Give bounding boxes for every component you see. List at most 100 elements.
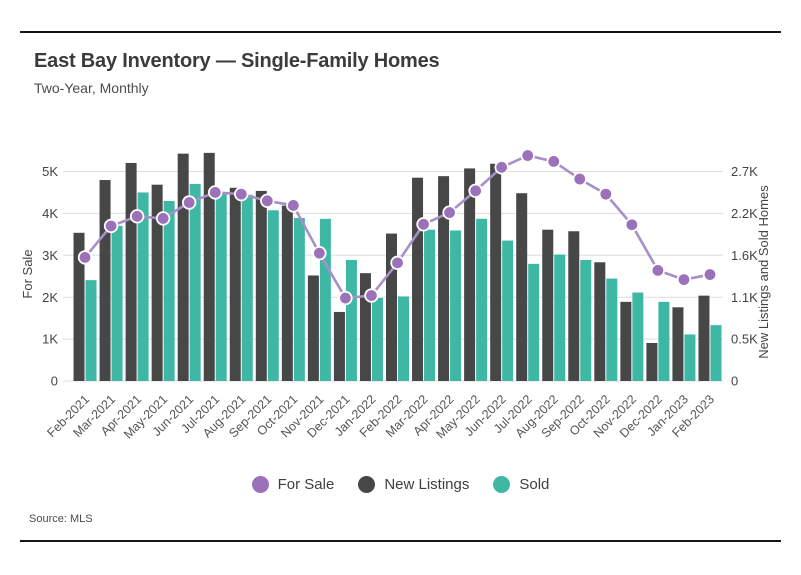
bar-new-listings <box>307 275 319 381</box>
bar-sold <box>476 218 488 381</box>
bar-new-listings <box>464 168 476 381</box>
for-sale-point <box>338 290 353 306</box>
bar-sold <box>658 301 670 381</box>
bar-sold <box>345 259 357 381</box>
new-listings-marker-icon <box>358 476 376 493</box>
bar-new-listings <box>359 273 371 381</box>
for-sale-point <box>676 272 692 287</box>
for-sale-point <box>208 185 223 200</box>
bar-sold <box>371 297 383 381</box>
legend-item-new-listings: New Listings <box>358 476 469 493</box>
right-axis-tick: 2.2K <box>731 206 758 221</box>
for-sale-point <box>494 160 509 175</box>
right-axis-tick: 2.7K <box>731 164 758 179</box>
legend: For Sale New Listings Sold <box>0 476 801 493</box>
bar-new-listings <box>516 193 528 381</box>
bar-new-listings <box>99 180 111 381</box>
bar-new-listings <box>490 163 502 381</box>
bar-new-listings <box>620 301 632 381</box>
for-sale-point <box>155 211 171 226</box>
left-axis-tick: 0 <box>51 374 58 389</box>
bar-new-listings <box>412 177 424 381</box>
bar-sold <box>606 278 618 381</box>
right-axis-tick: 1.6K <box>731 248 758 263</box>
for-sale-point <box>702 267 718 282</box>
bars-layer <box>73 152 722 381</box>
bar-new-listings <box>255 190 267 381</box>
for-sale-point <box>77 250 93 265</box>
for-sale-point <box>520 148 535 163</box>
bar-sold <box>85 280 97 381</box>
left-axis-tick: 4K <box>42 206 58 221</box>
bar-sold <box>450 230 462 381</box>
bar-sold <box>293 218 305 381</box>
bar-sold <box>580 259 592 381</box>
bar-sold <box>163 200 175 381</box>
for-sale-point <box>364 288 379 303</box>
bar-new-listings <box>177 153 189 381</box>
for-sale-point <box>416 217 431 232</box>
bar-new-listings <box>229 187 241 381</box>
legend-label-for-sale: For Sale <box>277 476 335 493</box>
source-note: Source: MLS <box>29 513 93 525</box>
for-sale-marker-icon <box>251 476 269 493</box>
for-sale-point <box>181 195 197 210</box>
legend-label-sold: Sold <box>519 476 550 493</box>
bar-sold <box>554 254 566 381</box>
for-sale-point <box>572 171 587 187</box>
bar-sold <box>528 263 540 381</box>
bar-new-listings <box>438 176 450 381</box>
for-sale-point <box>312 246 327 261</box>
bar-sold <box>398 296 409 381</box>
bar-new-listings <box>281 205 293 381</box>
bar-sold <box>137 192 149 381</box>
right-axis-tick: 0.5K <box>731 332 758 347</box>
bar-new-listings <box>594 262 606 381</box>
chart-subtitle: Two-Year, Monthly <box>34 80 149 96</box>
legend-item-for-sale: For Sale <box>251 476 335 493</box>
bar-new-listings <box>646 342 658 381</box>
bar-sold <box>684 334 696 381</box>
bar-sold <box>111 225 123 381</box>
bar-new-listings <box>698 295 710 381</box>
left-axis-tick: 3K <box>42 248 58 263</box>
right-axis-tick: 1.1K <box>731 290 758 305</box>
bar-sold <box>424 229 436 381</box>
bar-new-listings <box>672 307 684 381</box>
bar-sold <box>241 194 253 381</box>
bar-sold <box>215 192 227 381</box>
bar-new-listings <box>386 233 397 381</box>
for-sale-point <box>390 255 405 271</box>
chart-title: East Bay Inventory — Single-Family Homes <box>34 50 440 72</box>
legend-label-new-listings: New Listings <box>384 476 470 493</box>
for-sale-point <box>598 186 614 202</box>
for-sale-point <box>546 154 561 169</box>
left-axis-tick: 5K <box>42 164 58 179</box>
bar-sold <box>502 240 514 381</box>
bar-new-listings <box>151 184 163 381</box>
left-axis-tick: 2K <box>42 290 58 305</box>
for-sale-point <box>650 263 666 278</box>
y-axis-label-right: New Listings and Sold Homes <box>756 185 771 359</box>
for-sale-point <box>103 218 119 234</box>
bar-sold <box>632 292 644 381</box>
for-sale-point <box>624 217 640 232</box>
for-sale-point <box>442 205 457 220</box>
bar-new-listings <box>568 231 580 381</box>
for-sale-point <box>468 183 483 198</box>
bar-new-listings <box>73 232 85 381</box>
y-axis-label-left: For Sale <box>20 249 35 298</box>
bottom-rule <box>20 540 781 542</box>
left-axis-tick: 1K <box>42 332 58 347</box>
bar-new-listings <box>203 152 215 381</box>
top-rule <box>20 31 781 33</box>
sold-marker-icon <box>493 476 511 493</box>
bar-sold <box>267 210 279 381</box>
legend-item-sold: Sold <box>493 476 549 493</box>
bar-new-listings <box>125 162 137 381</box>
bar-sold <box>319 218 331 381</box>
right-axis-tick: 0 <box>731 374 738 389</box>
bar-sold <box>710 325 722 381</box>
